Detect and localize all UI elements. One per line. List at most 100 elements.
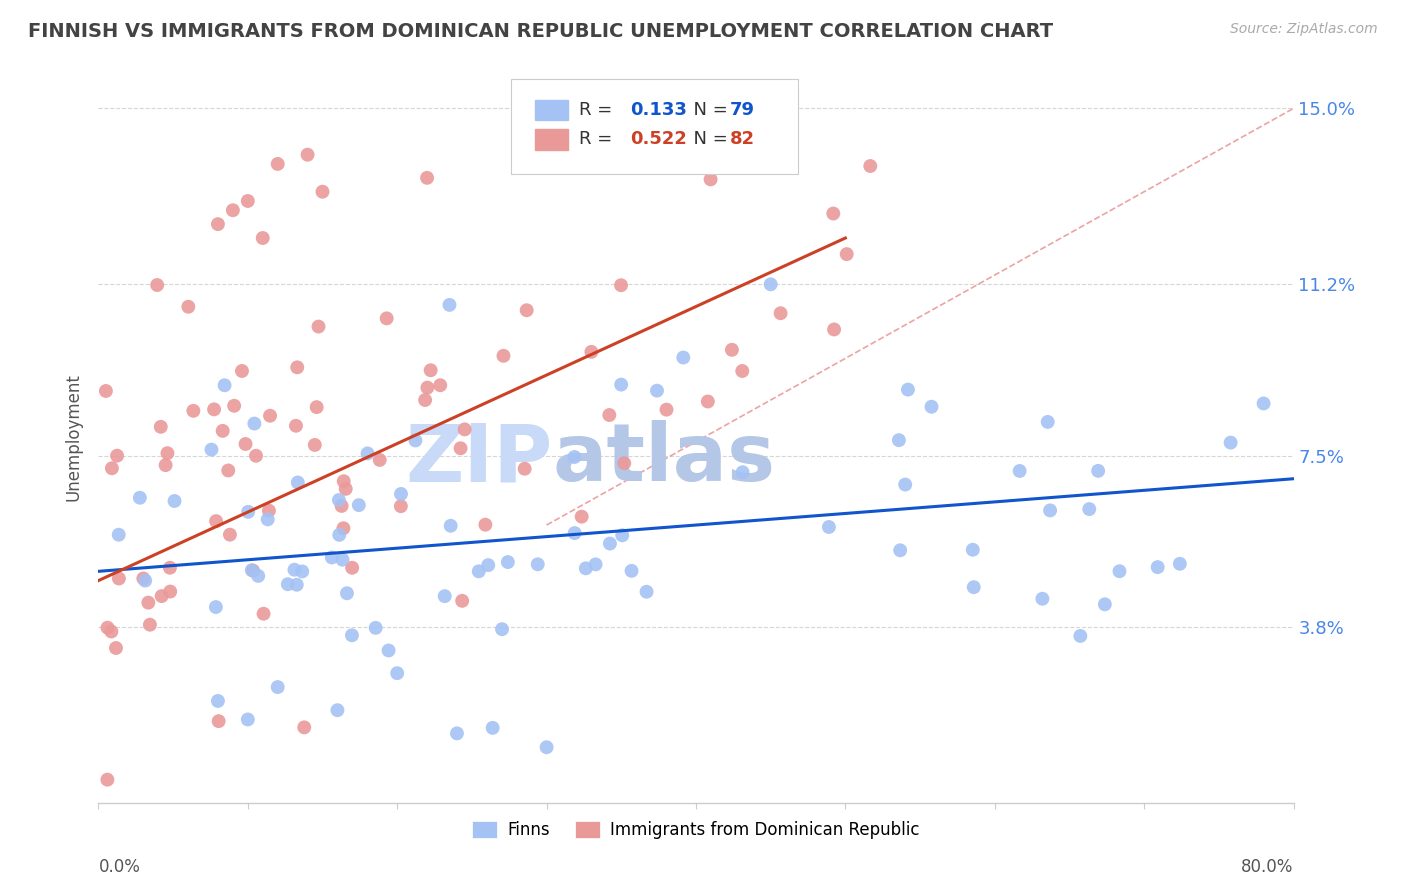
Point: [247, 569, 270, 583]
Text: R =: R =: [579, 130, 617, 148]
Point: [238, 505, 260, 519]
Point: [897, 383, 920, 397]
Point: [655, 402, 678, 417]
Point: [599, 536, 621, 550]
Point: [304, 438, 326, 452]
Point: [451, 594, 474, 608]
Point: [104, 640, 127, 655]
Point: [332, 475, 354, 489]
Text: 80.0%: 80.0%: [1241, 858, 1294, 876]
Point: [571, 509, 593, 524]
Point: [731, 465, 754, 479]
Point: [292, 720, 315, 734]
Point: [368, 453, 391, 467]
Point: [610, 377, 633, 392]
Point: [159, 584, 181, 599]
Point: [1078, 502, 1101, 516]
Point: [699, 172, 721, 186]
Point: [1008, 464, 1031, 478]
Point: [1108, 564, 1130, 578]
Point: [156, 446, 179, 460]
Point: [177, 300, 200, 314]
Point: [963, 580, 986, 594]
Point: [297, 147, 319, 161]
FancyBboxPatch shape: [534, 100, 568, 120]
Point: [224, 399, 246, 413]
Point: [696, 394, 718, 409]
Point: [163, 494, 186, 508]
Point: [413, 392, 436, 407]
Point: [284, 418, 307, 433]
Point: [446, 726, 468, 740]
Point: [440, 518, 463, 533]
Point: [823, 206, 845, 220]
Point: [1031, 591, 1053, 606]
Point: [146, 278, 169, 293]
Point: [107, 527, 129, 541]
Point: [1069, 629, 1091, 643]
Point: [347, 498, 370, 512]
Point: [612, 528, 634, 542]
Point: [330, 499, 353, 513]
Point: [96, 621, 118, 635]
Point: [585, 558, 607, 572]
Point: [211, 424, 233, 438]
Point: [536, 740, 558, 755]
Point: [491, 622, 513, 636]
Point: [1039, 503, 1062, 517]
Point: [340, 628, 363, 642]
Point: [564, 526, 586, 541]
Point: [149, 419, 172, 434]
Point: [256, 512, 278, 526]
Point: [620, 564, 643, 578]
Point: [321, 550, 343, 565]
Point: [219, 527, 242, 541]
Point: [259, 409, 281, 423]
Point: [481, 721, 503, 735]
Text: 82: 82: [730, 130, 755, 148]
Point: [894, 477, 917, 491]
Point: [564, 450, 586, 464]
Point: [1253, 396, 1275, 410]
Point: [94, 384, 117, 398]
Point: [818, 520, 841, 534]
Point: [183, 404, 205, 418]
Text: R =: R =: [579, 101, 617, 120]
Point: [267, 157, 290, 171]
Point: [526, 558, 548, 572]
Point: [575, 561, 598, 575]
Text: 0.522: 0.522: [630, 130, 688, 148]
Point: [159, 560, 181, 574]
Point: [389, 487, 412, 501]
Point: [222, 203, 245, 218]
Point: [1036, 415, 1059, 429]
Point: [1087, 464, 1109, 478]
Point: [305, 400, 328, 414]
Point: [887, 433, 910, 447]
Point: [200, 442, 222, 457]
Point: [416, 170, 439, 185]
Point: [245, 449, 267, 463]
Point: [921, 400, 943, 414]
Point: [429, 378, 451, 392]
Text: FINNISH VS IMMIGRANTS FROM DOMINICAN REPUBLIC UNEMPLOYMENT CORRELATION CHART: FINNISH VS IMMIGRANTS FROM DOMINICAN REP…: [28, 22, 1053, 41]
Point: [454, 422, 477, 436]
Point: [859, 159, 882, 173]
Point: [1219, 435, 1241, 450]
Point: [416, 381, 439, 395]
Point: [332, 552, 354, 566]
Point: [439, 298, 461, 312]
Point: [155, 458, 177, 472]
Text: N =: N =: [682, 101, 733, 120]
Point: [468, 565, 491, 579]
Point: [139, 617, 162, 632]
Point: [101, 461, 124, 475]
Text: 0.133: 0.133: [630, 101, 688, 120]
Point: [252, 607, 274, 621]
Point: [1146, 560, 1168, 574]
Point: [105, 449, 128, 463]
Point: [389, 499, 412, 513]
Point: [962, 542, 984, 557]
Point: [433, 589, 456, 603]
Point: [385, 666, 409, 681]
